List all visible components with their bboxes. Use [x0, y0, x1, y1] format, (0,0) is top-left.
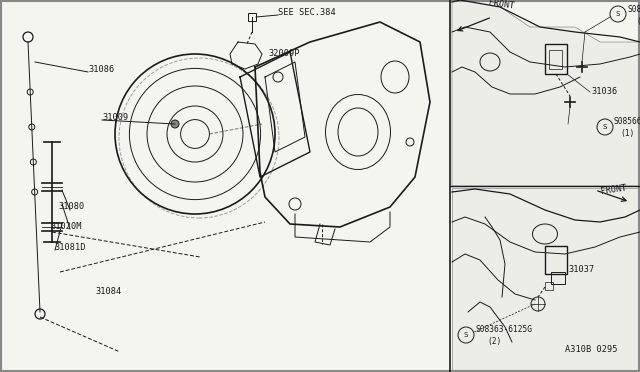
Text: 31081D: 31081D: [54, 243, 86, 252]
Text: SEE SEC.384: SEE SEC.384: [278, 8, 336, 17]
Bar: [545, 246, 567, 274]
Text: 31086: 31086: [88, 65, 115, 74]
Text: 31036: 31036: [591, 87, 617, 96]
Circle shape: [171, 120, 179, 128]
Text: 31020M: 31020M: [50, 222, 81, 231]
Text: S: S: [603, 124, 607, 130]
Text: 31080: 31080: [58, 202, 84, 211]
Polygon shape: [452, 0, 640, 186]
Text: S08363-6125G: S08363-6125G: [628, 5, 640, 14]
Polygon shape: [452, 188, 640, 372]
Text: 31084: 31084: [95, 287, 121, 296]
Text: (1): (1): [620, 129, 634, 138]
Text: 31037: 31037: [568, 265, 595, 274]
Text: S08566-6122A: S08566-6122A: [614, 117, 640, 126]
Bar: [545, 44, 567, 74]
Bar: [545, 282, 553, 290]
Text: (2): (2): [487, 337, 501, 346]
Text: 32009P: 32009P: [268, 49, 300, 58]
Text: 31009: 31009: [102, 113, 128, 122]
Text: A310B 0295: A310B 0295: [565, 345, 618, 354]
Text: FRONT: FRONT: [600, 183, 627, 196]
Bar: [549, 50, 562, 69]
Bar: [248, 13, 256, 21]
Text: (1): (1): [636, 17, 640, 26]
Bar: [551, 272, 565, 284]
Text: S08363-6125G: S08363-6125G: [475, 325, 532, 334]
Text: FRONT: FRONT: [488, 0, 515, 11]
Text: S: S: [616, 11, 620, 17]
Text: S: S: [464, 332, 468, 338]
